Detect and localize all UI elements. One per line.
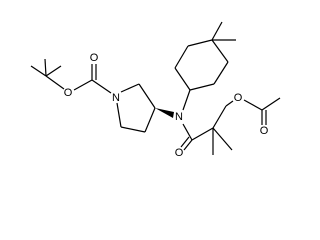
- bond: [182, 89, 191, 111]
- wedge-bond: [155, 108, 174, 118]
- atom-label: O: [64, 87, 73, 99]
- atom-label: N: [175, 111, 183, 123]
- bond: [144, 107, 156, 133]
- bond: [261, 97, 281, 111]
- atom-label: N: [112, 92, 120, 104]
- bond: [182, 123, 193, 141]
- bond: [45, 75, 65, 90]
- atom-label: O: [260, 125, 269, 137]
- bond: [138, 83, 156, 109]
- bond: [189, 83, 215, 91]
- bond: [44, 58, 47, 77]
- bond: [120, 83, 140, 93]
- bond: [225, 100, 234, 107]
- bond: [243, 99, 263, 111]
- bond: [211, 39, 229, 63]
- bond: [183, 139, 193, 151]
- bond: [174, 45, 189, 69]
- bond: [120, 126, 146, 133]
- atom-label: O: [90, 52, 99, 64]
- atom-label: O: [175, 147, 184, 159]
- bond: [91, 79, 112, 94]
- bond: [73, 79, 93, 91]
- bond: [191, 127, 214, 141]
- bond: [174, 67, 191, 91]
- bond: [45, 65, 62, 77]
- bond: [116, 102, 122, 128]
- bond: [30, 65, 47, 77]
- bond: [212, 127, 233, 151]
- bond: [213, 61, 229, 85]
- atom-label: O: [234, 92, 243, 104]
- bond: [180, 136, 190, 148]
- bond: [212, 105, 227, 129]
- molecule-diagram: O O N N O O O: [30, 21, 281, 159]
- bond: [187, 39, 213, 47]
- bond: [211, 21, 223, 41]
